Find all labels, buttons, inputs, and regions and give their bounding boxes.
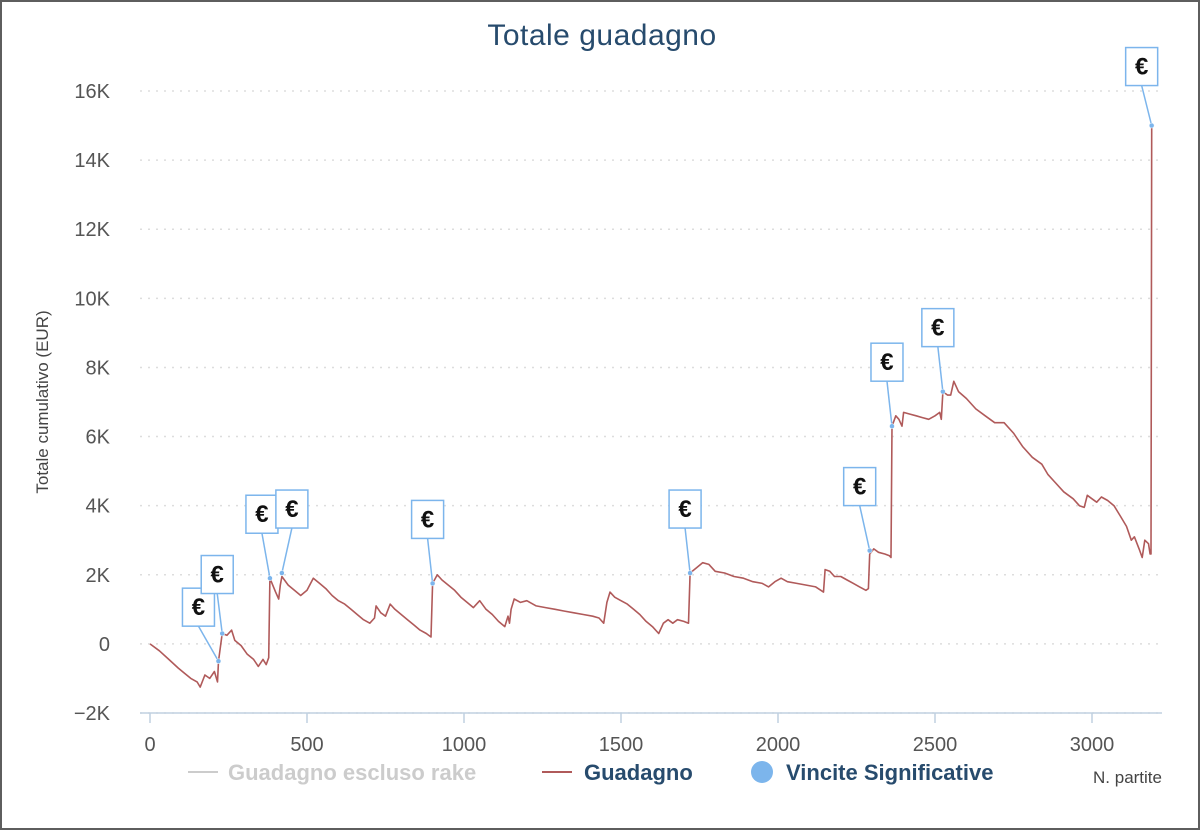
euro-icon: € [285, 496, 298, 523]
flag-box [200, 554, 234, 595]
x-tick-label: 500 [290, 734, 323, 756]
legend-item[interactable]: Guadagno [542, 760, 693, 785]
series-line-guadagno [149, 125, 1153, 688]
x-tick-label: 1000 [442, 734, 487, 756]
x-tick-label: 1500 [599, 734, 644, 756]
legend[interactable]: Guadagno escluso rake Guadagno Vincite Sig… [188, 760, 993, 785]
legend-label: Vincite Significative [786, 760, 993, 785]
flag-connector [886, 381, 893, 427]
euro-icon: € [421, 506, 434, 533]
flag-box [921, 307, 955, 348]
euro-icon: € [211, 562, 224, 589]
euro-icon: € [1135, 54, 1148, 81]
y-tick-label: 4K [86, 496, 111, 518]
y-tick-label: 14K [74, 150, 110, 172]
flag-connector [1140, 85, 1153, 126]
flag-box [245, 494, 279, 534]
legend-item[interactable]: Guadagno escluso rake [188, 760, 476, 785]
flag-box [870, 342, 904, 382]
significant-win-flag[interactable]: € [1124, 46, 1159, 129]
flag-connector [684, 527, 691, 574]
euro-icon: € [880, 349, 893, 376]
flag-connector [261, 533, 271, 579]
y-tick-label: 16K [74, 81, 110, 103]
y-tick-label: 2K [86, 565, 111, 587]
win-point [219, 630, 225, 637]
significant-win-flag[interactable]: € [921, 307, 955, 395]
flag-box [275, 489, 309, 529]
y-tick-label: 0 [99, 634, 110, 656]
significant-win-flag[interactable]: € [200, 554, 234, 637]
flag-box [668, 489, 702, 529]
x-tick-label: 2000 [756, 734, 801, 756]
win-point [889, 423, 895, 429]
euro-icon: € [255, 501, 268, 528]
legend-item[interactable]: Vincite Significative [751, 760, 993, 785]
legend-label: Guadagno [584, 760, 693, 785]
flag-box [410, 499, 445, 540]
x-tick-label: 0 [144, 734, 155, 756]
euro-icon: € [678, 496, 691, 523]
win-point [267, 575, 273, 581]
grid-lines [140, 90, 1162, 714]
euro-icon: € [931, 315, 944, 342]
flag-connector [197, 625, 220, 662]
significant-win-flag[interactable]: € [275, 489, 309, 576]
euro-icon: € [192, 594, 205, 621]
significant-win-flag[interactable]: € [870, 342, 904, 429]
win-point [429, 580, 436, 587]
y-tick-label: 8K [86, 357, 111, 379]
flag-connector [858, 505, 871, 551]
flag-connector [216, 593, 223, 634]
win-point [940, 388, 946, 395]
legend-dot-symbol [751, 761, 773, 783]
x-tick-label: 2500 [913, 734, 958, 756]
flag-box [181, 587, 216, 627]
win-point [1148, 122, 1155, 129]
series-layer [149, 125, 1153, 688]
y-tick-label: −2K [74, 703, 111, 725]
y-tick-label: 10K [74, 288, 110, 310]
significant-win-flag[interactable]: € [245, 494, 279, 581]
flag-box [842, 466, 877, 507]
euro-icon: € [853, 474, 866, 501]
significant-win-flag[interactable]: € [842, 466, 877, 554]
flag-connector [426, 538, 434, 584]
chart-title: Totale guadagno [487, 19, 716, 52]
significant-win-flag[interactable]: € [668, 489, 702, 576]
win-point [279, 570, 285, 576]
win-point [687, 570, 693, 576]
flag-connector [281, 527, 293, 574]
flag-box [1124, 46, 1159, 87]
significant-wins-flags[interactable]: €€€ € € €€€€€ [181, 46, 1159, 664]
win-point [215, 658, 222, 664]
y-tick-label: 12K [74, 219, 110, 241]
y-axis-title: Totale cumulativo (EUR) [33, 310, 52, 493]
axes: −2K 0 2K 4K 6K 8K 10K 12K 14K 16K 0 500 1000 1500 2000… [74, 81, 1162, 756]
significant-win-flag[interactable]: € [410, 499, 445, 587]
x-axis-title: N. partite [1093, 768, 1162, 787]
significant-win-flag[interactable]: € [181, 587, 222, 664]
legend-label: Guadagno escluso rake [228, 760, 476, 785]
x-tick-label: 3000 [1070, 734, 1115, 756]
flag-connector [937, 346, 944, 392]
win-point [866, 547, 873, 554]
y-tick-label: 6K [86, 427, 111, 449]
